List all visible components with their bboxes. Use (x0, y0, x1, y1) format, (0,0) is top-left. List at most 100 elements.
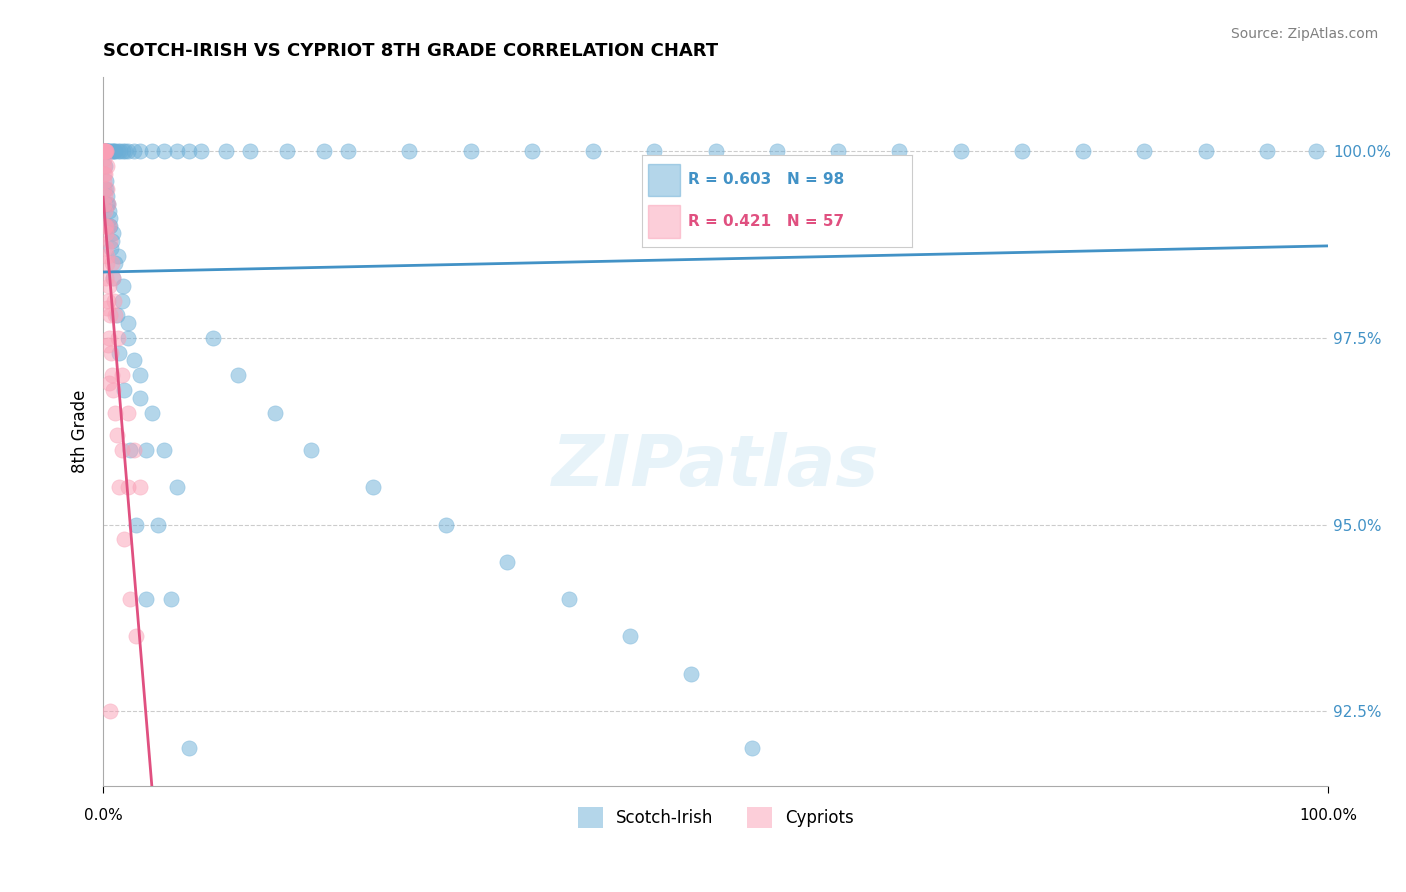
Point (190, 145, 212, 159)
Point (520, 145, 543, 159)
Point (159, 592, 181, 607)
Point (827, 145, 849, 159)
Point (111, 278, 134, 293)
Point (93, 145, 115, 159)
Point (96, 189, 118, 203)
Point (94, 204, 117, 219)
Point (619, 630, 641, 644)
Point (101, 271, 124, 285)
Point (94, 181, 117, 195)
Point (96, 271, 118, 285)
Point (96, 181, 118, 195)
Point (582, 145, 605, 159)
Point (97, 196, 120, 211)
Point (704, 145, 727, 159)
Point (94, 189, 117, 203)
Point (125, 517, 148, 532)
Point (226, 368, 249, 383)
Point (108, 480, 131, 494)
Point (128, 480, 150, 494)
Point (93, 152, 115, 166)
Point (398, 145, 420, 159)
Point (177, 145, 200, 159)
Point (93, 145, 115, 159)
Point (94, 219, 117, 233)
Point (94, 145, 117, 159)
Point (101, 227, 124, 241)
Text: ZIPatlas: ZIPatlas (553, 432, 879, 501)
Point (104, 145, 127, 159)
Point (166, 145, 188, 159)
Point (96, 159, 118, 173)
Point (98, 219, 121, 233)
Point (889, 145, 911, 159)
Point (1256, 145, 1278, 159)
Point (100, 256, 122, 270)
Point (128, 368, 150, 383)
Point (93, 174, 115, 188)
Point (97, 293, 120, 308)
Point (101, 383, 124, 397)
Point (112, 533, 135, 547)
Point (103, 293, 125, 308)
Point (96, 145, 118, 159)
Point (98, 331, 121, 345)
Point (101, 145, 124, 159)
Point (93, 145, 115, 159)
Point (100, 234, 122, 248)
Point (96, 301, 118, 315)
Point (117, 405, 139, 419)
Point (949, 145, 972, 159)
Point (100, 145, 122, 159)
Point (135, 592, 157, 607)
Point (107, 331, 129, 345)
Point (117, 316, 139, 330)
Point (94, 159, 117, 173)
Point (100, 234, 122, 248)
Point (96, 145, 118, 159)
Point (681, 666, 703, 681)
Point (125, 630, 148, 644)
Point (1133, 145, 1156, 159)
Point (97, 278, 120, 293)
Point (103, 145, 125, 159)
Point (122, 442, 145, 457)
Point (100, 704, 122, 718)
Point (98, 219, 121, 233)
Point (276, 145, 298, 159)
Point (93, 167, 115, 181)
Point (177, 741, 200, 756)
Point (128, 391, 150, 405)
Point (166, 480, 188, 494)
Point (153, 145, 176, 159)
Point (263, 405, 285, 419)
Point (214, 145, 236, 159)
Point (100, 211, 122, 226)
Point (1071, 145, 1094, 159)
Point (112, 383, 135, 397)
Point (100, 145, 122, 159)
Point (299, 442, 322, 457)
Point (135, 442, 157, 457)
Point (100, 368, 122, 383)
Point (496, 555, 519, 569)
Point (117, 331, 139, 345)
Point (98, 145, 121, 159)
Point (141, 405, 163, 419)
Point (94, 145, 117, 159)
Point (97, 204, 120, 219)
Point (104, 405, 127, 419)
Point (93, 181, 115, 195)
Point (117, 480, 139, 494)
Point (1194, 145, 1216, 159)
Point (110, 145, 132, 159)
Point (337, 145, 360, 159)
Point (100, 346, 122, 360)
Point (120, 592, 142, 607)
Y-axis label: 8th Grade: 8th Grade (72, 390, 89, 473)
Point (107, 249, 129, 263)
Point (202, 331, 225, 345)
Text: Source: ZipAtlas.com: Source: ZipAtlas.com (1230, 27, 1378, 41)
Point (93, 159, 115, 173)
Legend: Scotch-Irish, Cypriots: Scotch-Irish, Cypriots (571, 800, 860, 834)
